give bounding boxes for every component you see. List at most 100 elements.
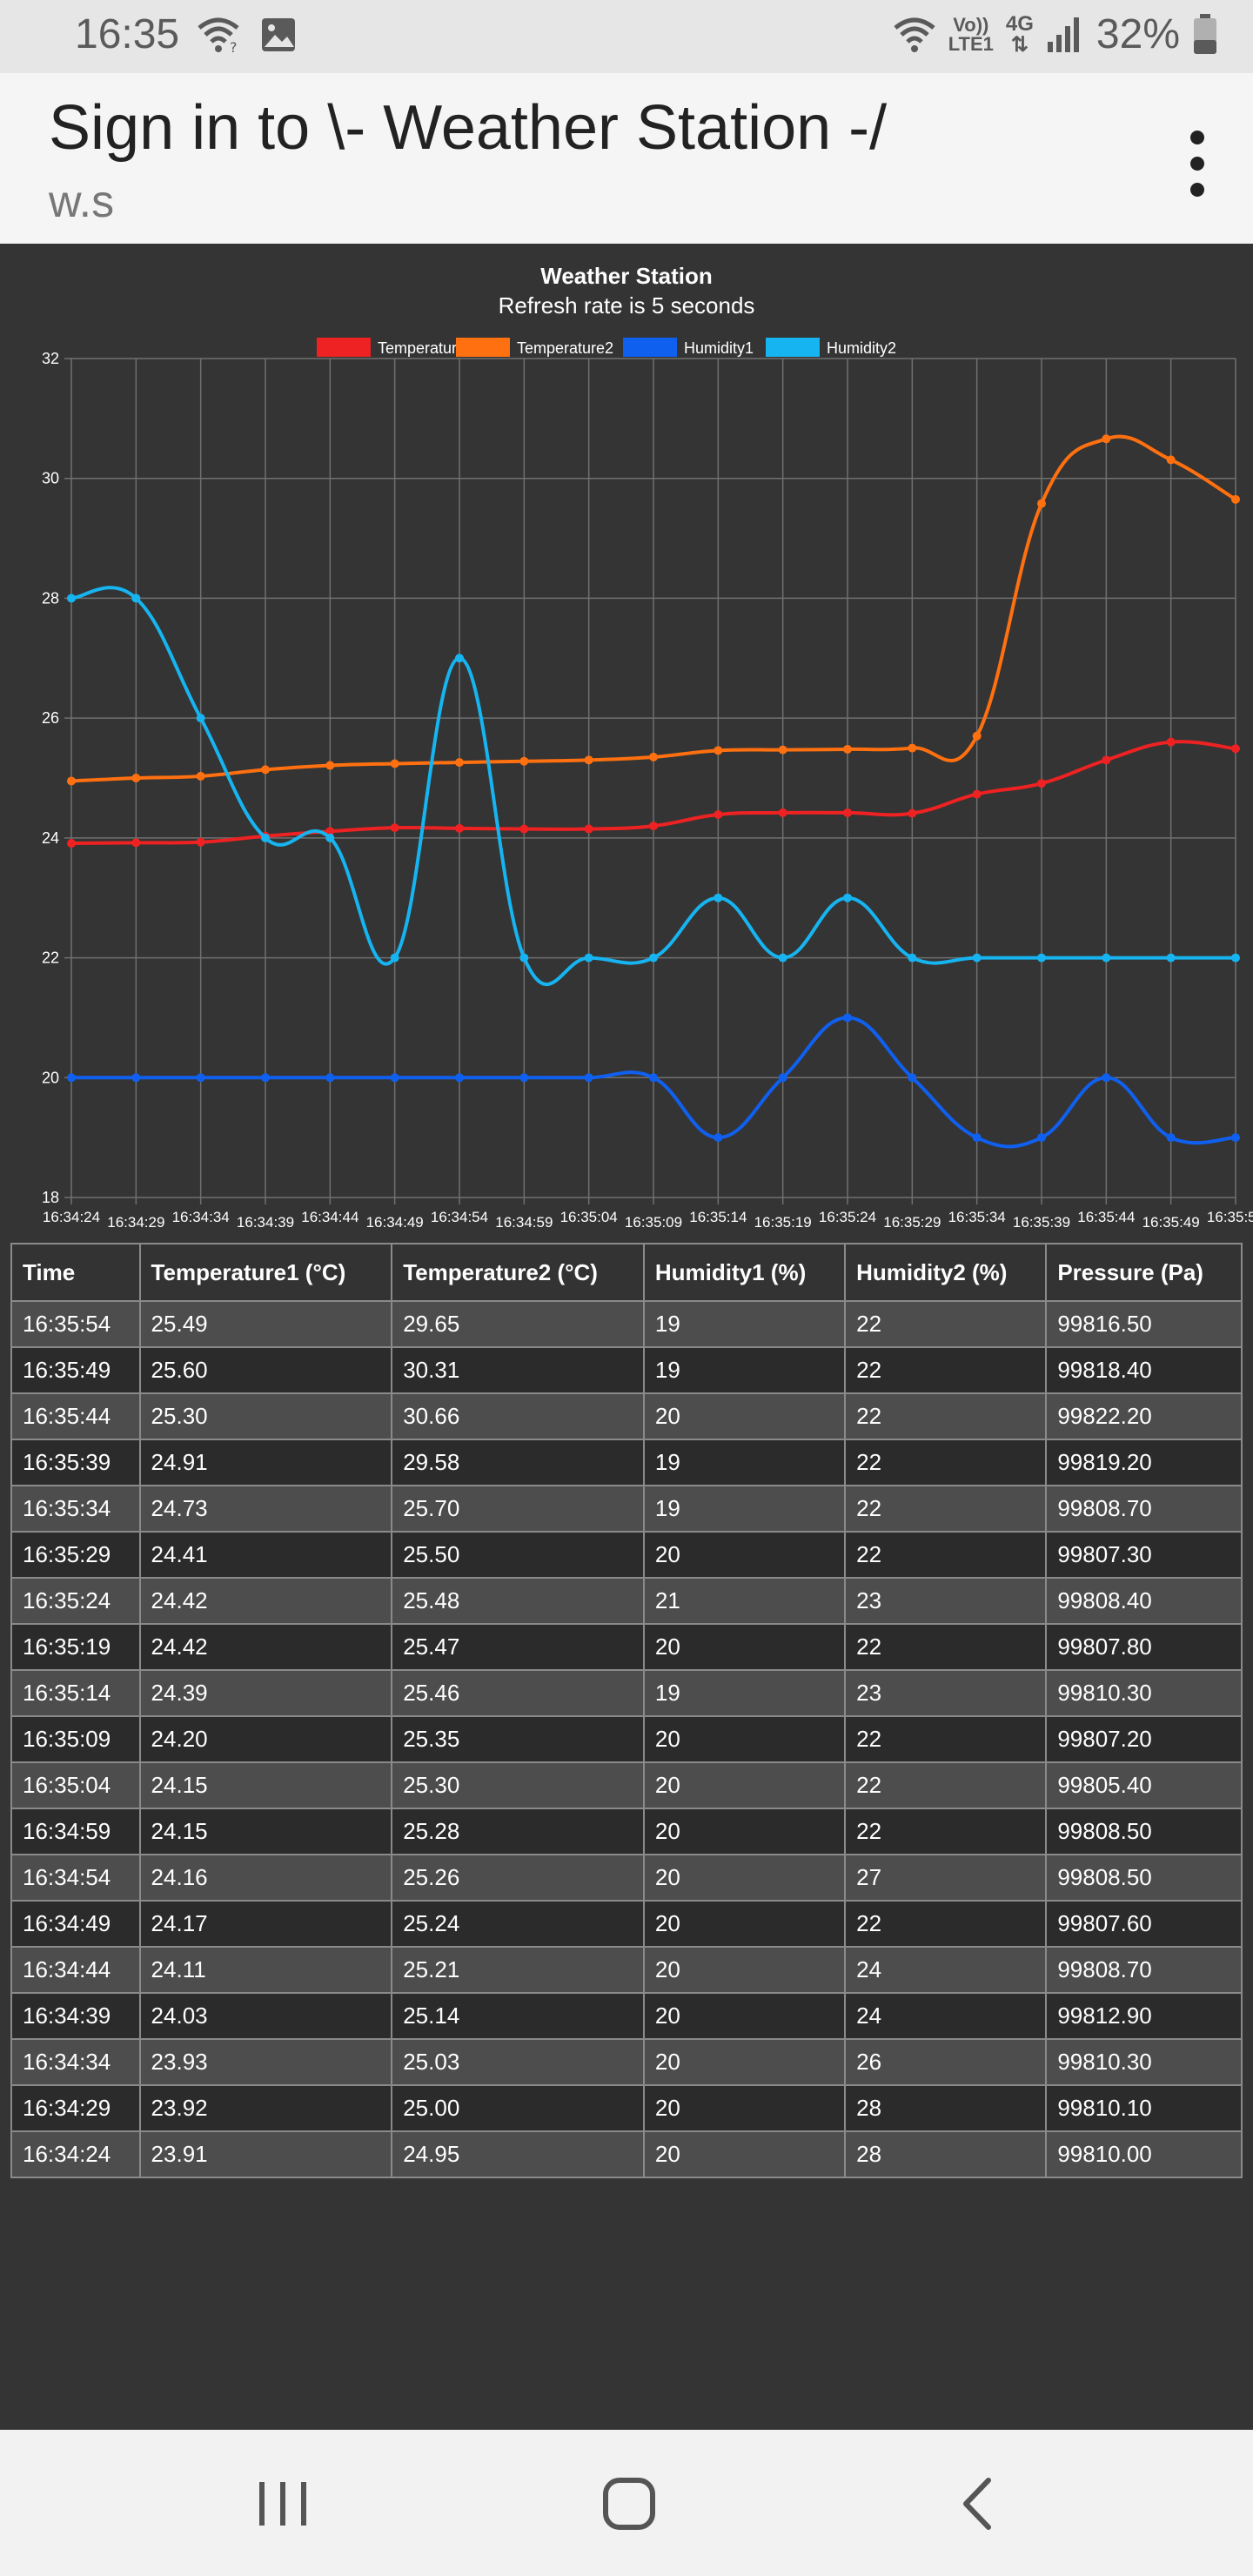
- table-cell: 25.26: [391, 1854, 645, 1902]
- point-humidity1-5: [390, 1073, 399, 1083]
- point-temperature2-7: [519, 756, 529, 766]
- image-icon: [262, 18, 295, 51]
- table-cell: 16:35:04: [10, 1761, 141, 1809]
- status-bar: 16:35 ? Vo)) LTE1 4G ⇅: [0, 0, 1253, 73]
- point-humidity1-2: [196, 1073, 205, 1083]
- table-row: 16:35:14 24.39 25.46 19 23 99810.30: [10, 1669, 1243, 1717]
- weather-station-page: Weather Station Refresh rate is 5 second…: [0, 254, 1253, 2430]
- point-humidity1-1: [131, 1073, 141, 1083]
- table-cell: 24.95: [391, 2130, 645, 2178]
- table-cell: 16:35:34: [10, 1485, 141, 1533]
- table-cell: 22: [844, 1715, 1048, 1763]
- table-cell: 99822.20: [1045, 1392, 1243, 1440]
- point-temperature1-13: [908, 808, 917, 818]
- point-temperature2-18: [1231, 494, 1240, 504]
- table-row: 16:34:39 24.03 25.14 20 24 99812.90: [10, 1992, 1243, 2040]
- point-temperature2-16: [1102, 434, 1111, 444]
- x-tick-label-17: 16:35:49: [1142, 1214, 1200, 1231]
- table-cell: 20: [642, 1761, 847, 1809]
- table-row: 16:35:19 24.42 25.47 20 22 99807.80: [10, 1623, 1243, 1671]
- table-cell: 16:34:54: [10, 1854, 141, 1902]
- back-icon[interactable]: [948, 2473, 1009, 2534]
- table-cell: 22: [844, 1531, 1048, 1579]
- point-temperature2-2: [196, 771, 205, 781]
- table-cell: 20: [642, 1808, 847, 1855]
- table-cell: 22: [844, 1439, 1048, 1486]
- point-humidity1-13: [908, 1073, 917, 1083]
- table-cell: 25.46: [391, 1669, 645, 1717]
- point-humidity2-10: [714, 893, 723, 902]
- point-temperature2-8: [584, 755, 593, 765]
- y-tick-label-1: 20: [42, 1069, 59, 1086]
- table-cell: 22: [844, 1485, 1048, 1533]
- point-humidity1-16: [1102, 1073, 1111, 1083]
- table-cell: 16:34:44: [10, 1946, 141, 1994]
- table-row: 16:35:54 25.49 29.65 19 22 99816.50: [10, 1300, 1243, 1348]
- point-temperature1-5: [390, 823, 399, 833]
- point-temperature1-16: [1102, 755, 1111, 765]
- point-temperature1-6: [455, 823, 464, 833]
- more-vert-icon[interactable]: [1182, 131, 1216, 200]
- table-cell: 24.42: [138, 1577, 393, 1625]
- svg-text:?: ?: [230, 39, 238, 54]
- point-temperature2-14: [972, 731, 982, 741]
- table-cell: 99807.80: [1045, 1623, 1243, 1671]
- point-humidity1-3: [261, 1073, 270, 1083]
- table-cell: 25.49: [138, 1300, 393, 1348]
- table-cell: 24.91: [138, 1439, 393, 1486]
- point-humidity1-4: [325, 1073, 335, 1083]
- table-row: 16:35:39 24.91 29.58 19 22 99819.20: [10, 1439, 1243, 1486]
- table-cell: 19: [642, 1439, 847, 1486]
- x-tick-label-11: 16:35:19: [754, 1214, 812, 1231]
- table-cell: 16:35:54: [10, 1300, 141, 1348]
- point-humidity2-1: [131, 594, 141, 603]
- table-cell: 29.65: [391, 1300, 645, 1348]
- table-cell: 20: [642, 1900, 847, 1948]
- point-temperature2-0: [67, 776, 76, 786]
- table-cell: 16:34:24: [10, 2130, 141, 2178]
- table-row: 16:34:34 23.93 25.03 20 26 99810.30: [10, 2038, 1243, 2086]
- table-cell: 22: [844, 1623, 1048, 1671]
- x-tick-label-10: 16:35:14: [689, 1209, 747, 1225]
- legend-label-1: Temperature2: [517, 339, 613, 357]
- point-humidity1-15: [1037, 1133, 1046, 1143]
- point-humidity2-12: [843, 893, 852, 902]
- table-cell: 16:35:19: [10, 1623, 141, 1671]
- table-row: 16:34:59 24.15 25.28 20 22 99808.50: [10, 1808, 1243, 1855]
- point-humidity2-3: [261, 833, 270, 842]
- point-temperature1-11: [778, 808, 787, 817]
- data-arrows-icon: ⇅: [1010, 32, 1029, 57]
- table-row: 16:35:49 25.60 30.31 19 22 99818.40: [10, 1346, 1243, 1394]
- table-cell: 24.17: [138, 1900, 393, 1948]
- point-temperature2-13: [908, 743, 917, 753]
- lte-indicator: Vo)) LTE1: [948, 15, 994, 54]
- point-humidity2-5: [390, 953, 399, 963]
- home-icon[interactable]: [599, 2473, 660, 2534]
- table-cell: 25.60: [138, 1346, 393, 1394]
- table-cell: 28: [844, 2130, 1048, 2178]
- table-cell: 19: [642, 1669, 847, 1717]
- recent-apps-icon[interactable]: [252, 2473, 313, 2534]
- table-cell: 16:34:49: [10, 1900, 141, 1948]
- legend-label-2: Humidity1: [684, 339, 754, 357]
- table-cell: 25.30: [391, 1761, 645, 1809]
- table-cell: 16:34:39: [10, 1992, 141, 2040]
- table-cell: 99810.10: [1045, 2084, 1243, 2132]
- y-tick-label-6: 30: [42, 470, 59, 487]
- table-cell: 24.20: [138, 1715, 393, 1763]
- table-cell: 20: [642, 1623, 847, 1671]
- point-temperature1-9: [649, 822, 658, 831]
- point-humidity1-18: [1231, 1133, 1240, 1143]
- x-tick-label-9: 16:35:09: [625, 1214, 682, 1231]
- status-time: 16:35: [75, 11, 180, 57]
- x-tick-label-15: 16:35:39: [1013, 1214, 1070, 1231]
- line-chart: Temperature1 Temperature2 Humidity1 Humidit…: [42, 338, 1253, 1231]
- table-cell: 99818.40: [1045, 1346, 1243, 1394]
- table-cell: 16:34:34: [10, 2038, 141, 2086]
- point-humidity2-7: [519, 953, 529, 963]
- legend-swatch-0: [317, 338, 371, 357]
- x-tick-label-7: 16:34:59: [495, 1214, 553, 1231]
- table-cell: 99812.90: [1045, 1992, 1243, 2040]
- table-cell: 20: [642, 2084, 847, 2132]
- page-url: w.s: [49, 177, 115, 227]
